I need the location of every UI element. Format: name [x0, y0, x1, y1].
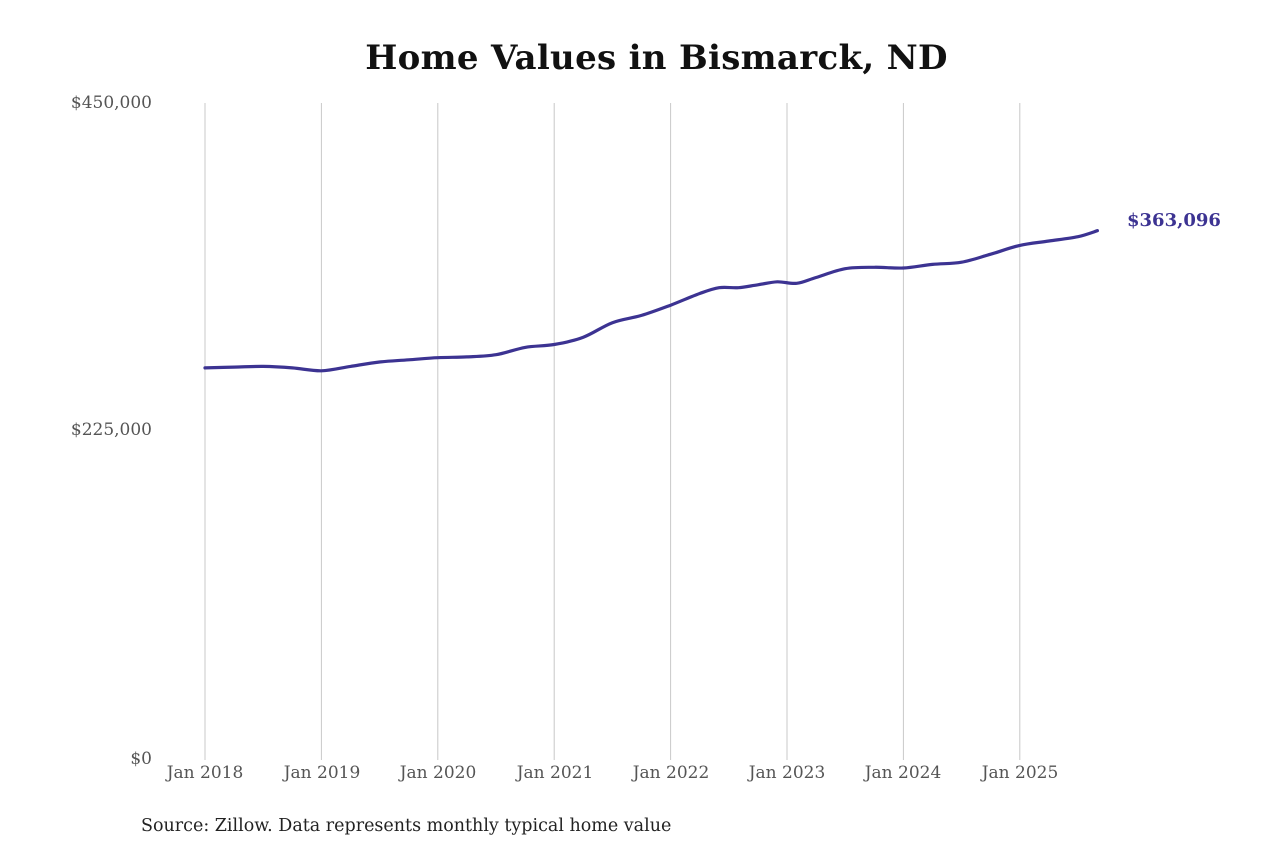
latest-value-label: $363,096 [1127, 210, 1221, 231]
x-tick-label: Jan 2022 [632, 763, 710, 783]
home-value-line [203, 229, 1099, 373]
chart-title: Home Values in Bismarck, ND [365, 38, 948, 78]
x-tick-label: Jan 2025 [981, 763, 1059, 783]
y-tick-label: $450,000 [70, 93, 152, 113]
x-tick-label: Jan 2024 [864, 763, 942, 783]
x-tick-label: Jan 2021 [516, 763, 594, 783]
x-tick-label: Jan 2023 [748, 763, 826, 783]
source-note: Source: Zillow. Data represents monthly … [141, 816, 672, 836]
vertical-gridlines [204, 103, 1021, 760]
y-tick-label: $225,000 [70, 420, 152, 440]
x-tick-label: Jan 2018 [166, 763, 244, 783]
y-tick-label: $0 [130, 749, 152, 769]
x-tick-label: Jan 2020 [399, 763, 477, 783]
x-tick-label: Jan 2019 [283, 763, 361, 783]
